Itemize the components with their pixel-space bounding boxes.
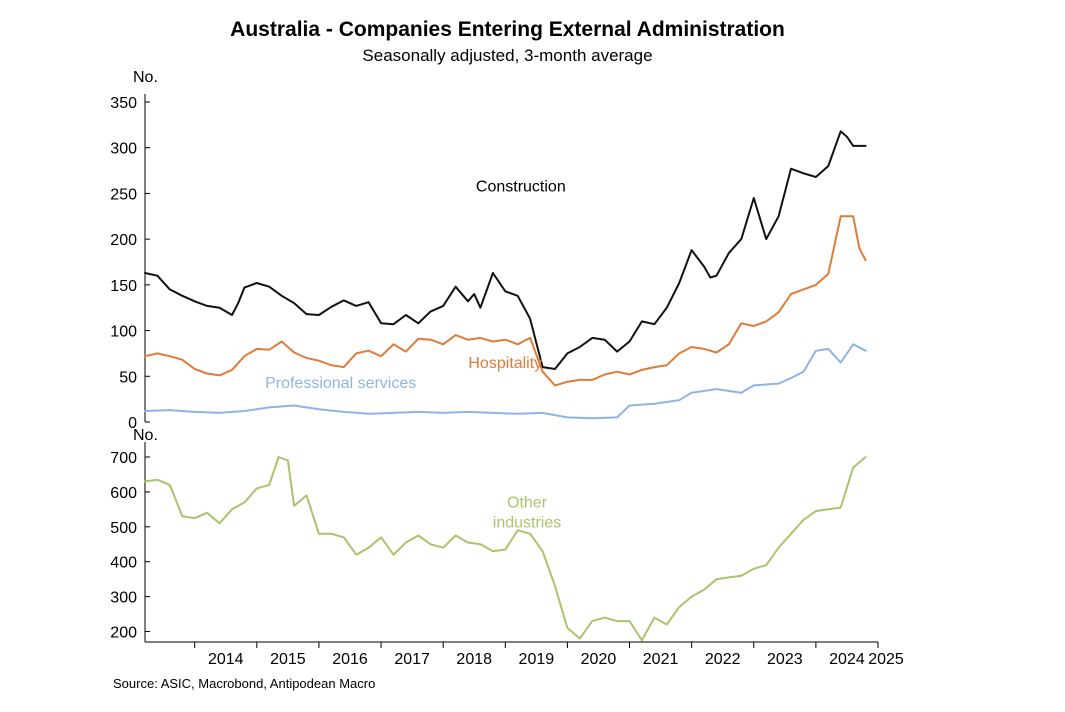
y-tick-label: 300: [110, 141, 137, 158]
y-tick-label: 100: [110, 324, 137, 341]
y-tick-label: 350: [110, 95, 137, 112]
y-tick-label: 300: [110, 590, 137, 607]
x-tick-label: 2017: [394, 651, 430, 668]
x-tick-label: 2019: [519, 651, 555, 668]
series-line-hospitality: [144, 215, 867, 387]
x-tick-label: 2015: [270, 651, 306, 668]
series-label-other-industries: Other industries: [493, 495, 561, 532]
x-tick-label: 2014: [208, 651, 244, 668]
x-tick-label: 2020: [581, 651, 617, 668]
y-tick-label: 150: [110, 278, 137, 295]
series-line-construction: [144, 130, 867, 370]
x-tick-label: 2021: [643, 651, 679, 668]
x-tick-label: 2018: [456, 651, 492, 668]
y-tick-label: 200: [110, 625, 137, 642]
chart-title: Australia - Companies Entering External …: [230, 18, 785, 41]
x-tick-label: 2016: [332, 651, 368, 668]
series-label-professional-services: Professional services: [265, 375, 416, 392]
y-tick-label: 50: [119, 369, 137, 386]
source-note: Source: ASIC, Macrobond, Antipodean Macr…: [113, 676, 376, 691]
series-line-other-industries: [144, 456, 867, 642]
x-tick-label: 2022: [705, 651, 741, 668]
bottom-panel: 200 300 400 500 600 700 2014 2015 2016 2017 2018 20…: [110, 442, 904, 668]
series-label-hospitality: Hospitality: [468, 355, 542, 372]
y-tick-label: 400: [110, 555, 137, 572]
y-tick-label: 250: [110, 186, 137, 203]
series-line-professional-services: [144, 343, 867, 420]
bottom-panel-unit-label: No.: [133, 427, 158, 444]
y-tick-label: 500: [110, 520, 137, 537]
y-tick-label: 700: [110, 450, 137, 467]
y-tick-label: 600: [110, 485, 137, 502]
series-label-construction: Construction: [476, 179, 566, 196]
x-tick-label: 2024: [829, 651, 865, 668]
top-panel: 0 50 100 150 200 250 300 350 Construction Hospita…: [110, 94, 867, 432]
y-tick-label: 0: [128, 415, 137, 432]
chart-subtitle: Seasonally adjusted, 3-month average: [362, 46, 653, 65]
top-panel-unit-label: No.: [133, 69, 158, 86]
x-tick-label: 2025: [868, 651, 904, 668]
x-tick-label: 2023: [767, 651, 803, 668]
y-tick-label: 200: [110, 232, 137, 249]
